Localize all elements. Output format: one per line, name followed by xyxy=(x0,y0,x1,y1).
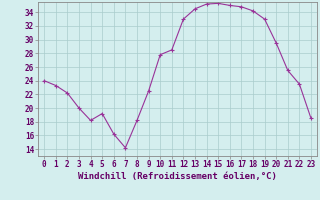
X-axis label: Windchill (Refroidissement éolien,°C): Windchill (Refroidissement éolien,°C) xyxy=(78,172,277,181)
